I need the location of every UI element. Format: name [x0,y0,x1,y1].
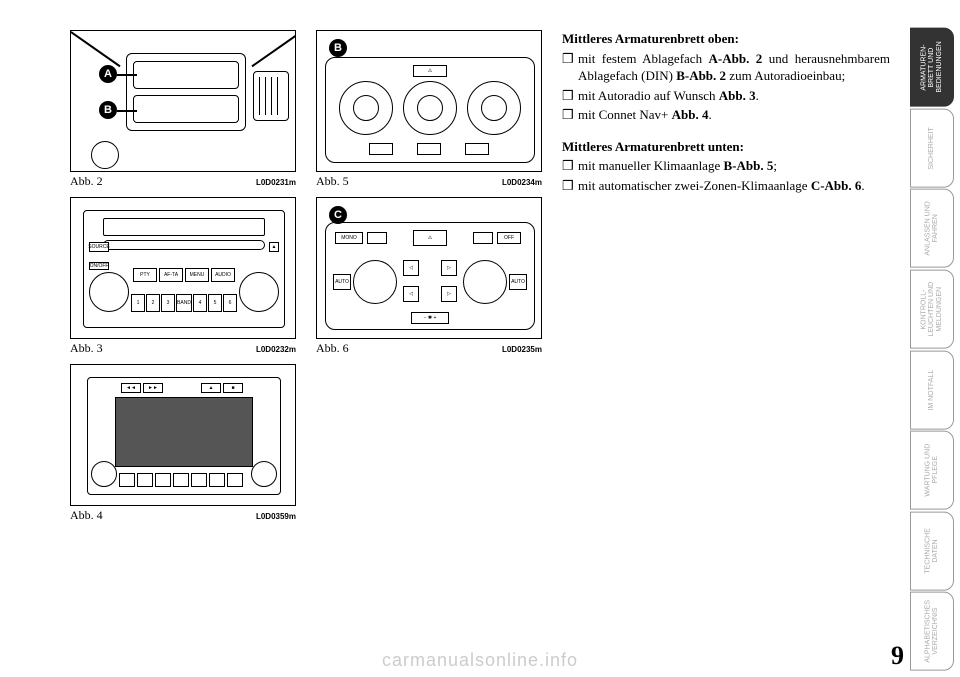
nav-btn [209,473,225,487]
figure-abb5-code: L0D0234m [502,178,542,187]
ac-label: MONO [335,232,363,244]
radio-source-label: SOURCE [89,242,109,252]
list-upper: mit festem Ablagefach A-Abb. 2 und herau… [562,50,890,124]
figure-abb3-label: Abb. 3 [70,341,103,356]
radio-btn: BAND [176,294,192,312]
tab-maintenance[interactable]: WARTUNG UND PFLEGE [910,431,954,510]
figure-column-2: ⚠ B Abb. 5 L0D0234m ⚠ MONO [316,30,542,667]
hazard-btn: ⚠ [413,230,447,246]
text-column: Mittleres Armaturenbrett oben: mit feste… [562,30,900,667]
nav-btn [173,473,189,487]
figure-abb5: ⚠ B Abb. 5 L0D0234m [316,30,542,189]
list-item: mit Connet Nav+ Abb. 4. [562,106,890,124]
nav-btn [227,473,243,487]
radio-btn: PTY [133,268,157,282]
manual-page: A B Abb. 2 L0D0231m SOURC [0,0,960,677]
tab-techdata[interactable]: TECHNISCHE DATEN [910,512,954,591]
figure-abb6-code: L0D0235m [502,345,542,354]
figure-abb5-image: ⚠ B [316,30,542,172]
radio-btn: 4 [193,294,207,312]
figure-abb3-code: L0D0232m [256,345,296,354]
figure-abb4-image: ◄◄ ►► ▲ ■ [70,364,296,506]
content-area: A B Abb. 2 L0D0231m SOURC [0,0,910,677]
tab-index[interactable]: ALPHABETISCHES VERZEICHNIS [910,592,954,671]
figure-abb6-image: ⚠ MONO OFF AUTO AUTO ◁ ▷ ◁ ▷ − ✱ + C [316,197,542,339]
ac-btn: ◁ [403,260,419,276]
radio-btn: 5 [208,294,222,312]
watermark: carmanualsonline.info [382,650,578,671]
nav-btn: ■ [223,383,243,393]
radio-eject-label: ▲ [269,242,279,252]
radio-btn: 3 [161,294,175,312]
list-lower: mit manueller Klimaanlage B-Abb. 5; mit … [562,157,890,194]
radio-btn: 2 [146,294,160,312]
heading-lower: Mittleres Armaturenbrett unten: [562,138,890,156]
ac-btn [369,143,393,155]
radio-btn: AUDIO [211,268,235,282]
page-number: 9 [891,641,904,671]
radio-btn: AF-TA [159,268,183,282]
ac-btn [473,232,493,244]
nav-btn [191,473,207,487]
list-item: mit automatischer zwei-Zonen-Kli­maanlag… [562,177,890,195]
radio-btn: MENU [185,268,209,282]
chapter-tabs: ARMATUREN- BRETT UND BEDIENUNGEN SICHERH… [910,0,960,677]
figure-abb2-label: Abb. 2 [70,174,103,189]
ac-btn: ▷ [441,260,457,276]
ac-label: OFF [497,232,521,244]
ac-btn [367,232,387,244]
figure-abb4-code: L0D0359m [256,512,296,521]
list-item: mit festem Ablagefach A-Abb. 2 und herau… [562,50,890,85]
figure-abb2-code: L0D0231m [256,178,296,187]
nav-btn: ►► [143,383,163,393]
heading-upper: Mittleres Armaturenbrett oben: [562,30,890,48]
ac-btn [417,143,441,155]
list-item: mit Autoradio auf Wunsch Abb. 3. [562,87,890,105]
nav-btn: ◄◄ [121,383,141,393]
ac-fan: − ✱ + [411,312,449,324]
ac-auto: AUTO [509,274,527,290]
nav-btn [119,473,135,487]
ac-auto: AUTO [333,274,351,290]
radio-onoff-label: ON/OFF [89,262,109,270]
nav-btn: ▲ [201,383,221,393]
ac-btn: ▷ [441,286,457,302]
figure-abb3-image: SOURCE ON/OFF ▲ PTY AF-TA MENU AUDIO 1 2… [70,197,296,339]
badge-c: C [329,206,347,224]
tab-emergency[interactable]: IM NOTFALL [910,351,954,430]
figure-abb4: ◄◄ ►► ▲ ■ Abb. 4 L0D0359m [70,364,296,523]
nav-btn [137,473,153,487]
figure-abb2-image: A B [70,30,296,172]
figure-abb2: A B Abb. 2 L0D0231m [70,30,296,189]
figure-abb6-label: Abb. 6 [316,341,349,356]
figure-abb3: SOURCE ON/OFF ▲ PTY AF-TA MENU AUDIO 1 2… [70,197,296,356]
badge-a: A [99,65,117,83]
figure-column-1: A B Abb. 2 L0D0231m SOURC [70,30,296,667]
figure-abb4-label: Abb. 4 [70,508,103,523]
radio-btn: 6 [223,294,237,312]
badge-b2: B [329,39,347,57]
tab-safety[interactable]: SICHERHEIT [910,109,954,188]
hazard-btn: ⚠ [413,65,447,77]
tab-starting[interactable]: ANLASSEN UND FAHREN [910,189,954,268]
tab-warnings[interactable]: KONTROLL- LEUCHTEN UND MELDUNGEN [910,270,954,349]
tab-dashboard[interactable]: ARMATUREN- BRETT UND BEDIENUNGEN [910,28,954,107]
ac-btn [465,143,489,155]
nav-btn [155,473,171,487]
figure-abb5-label: Abb. 5 [316,174,349,189]
badge-b: B [99,101,117,119]
ac-btn: ◁ [403,286,419,302]
radio-btn: 1 [131,294,145,312]
list-item: mit manueller Klimaanlage B-Abb. 5; [562,157,890,175]
figure-abb6: ⚠ MONO OFF AUTO AUTO ◁ ▷ ◁ ▷ − ✱ + C [316,197,542,356]
